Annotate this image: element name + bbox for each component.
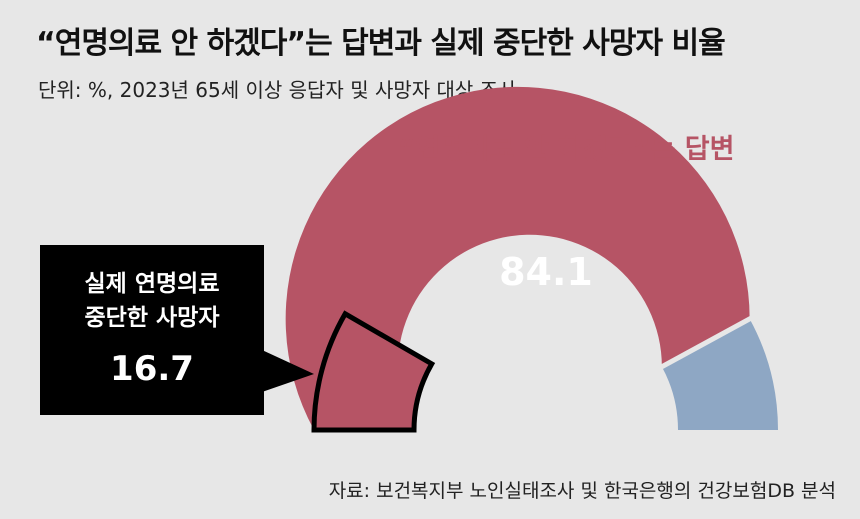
actual-callout-box: 실제 연명의료 중단한 사망자 16.7 [40, 245, 264, 415]
actual-label-line-2: 중단한 사망자 [84, 305, 220, 331]
answer-series-label: “연명의료 안 하겠다”는 답변 [398, 134, 735, 165]
chart-subtitle: 단위: %, 2023년 65세 이상 응답자 및 사망자 대상 조사. [38, 78, 523, 102]
actual-segment [311, 310, 436, 433]
callout-pointer [262, 350, 314, 392]
actual-value-label: 16.7 [110, 349, 194, 389]
segment-separator [658, 315, 753, 370]
actual-label-line-1: 실제 연명의료 [84, 271, 220, 297]
answer-segment [285, 86, 750, 430]
actual-series-label: 실제 연명의료 중단한 사망자 [40, 267, 264, 335]
remainder-segment [661, 318, 778, 430]
chart-title: “연명의료 안 하겠다”는 답변과 실제 중단한 사망자 비율 [36, 26, 726, 61]
answer-value-label: 84.1 [499, 250, 593, 294]
answer-pointer-triangle [552, 178, 575, 192]
source-note: 자료: 보건복지부 노인실태조사 및 한국은행의 건강보험DB 분석 [328, 480, 836, 502]
